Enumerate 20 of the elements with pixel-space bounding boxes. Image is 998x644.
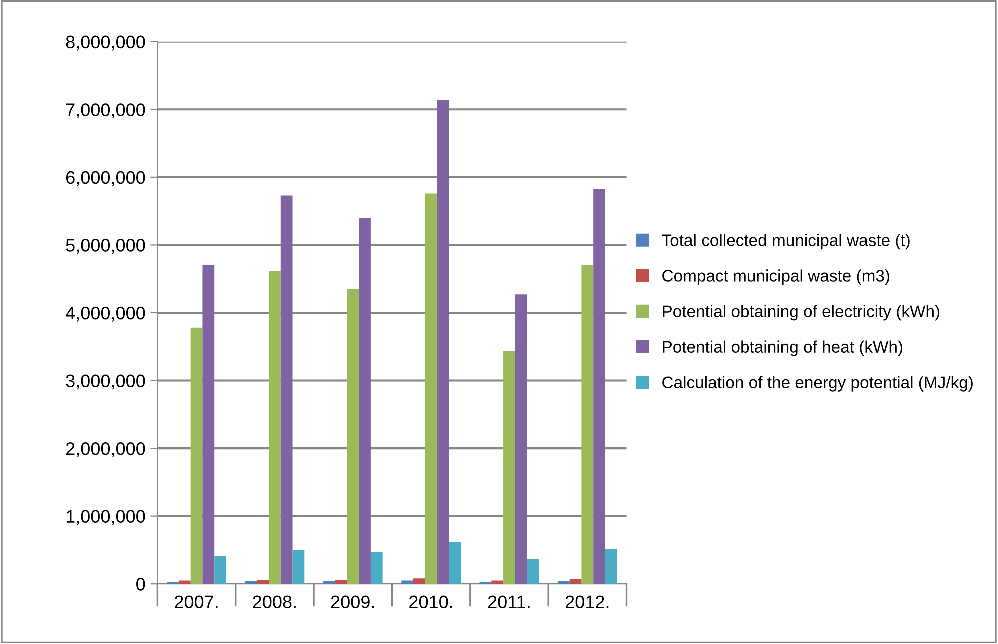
y-tick-label: 6,000,000 bbox=[66, 171, 146, 186]
legend-label: Potential obtaining of electricity (kWh) bbox=[663, 305, 940, 321]
legend-label: Total collected municipal waste (t) bbox=[662, 234, 910, 250]
x-tick-label: 2010. bbox=[410, 596, 452, 608]
legend-label: Potential obtaining of heat (kWh) bbox=[663, 340, 903, 356]
y-tick-label: 3,000,000 bbox=[66, 374, 146, 390]
y-tick-label: 2,000,000 bbox=[66, 442, 146, 458]
x-tick-label: 2008. bbox=[253, 596, 296, 608]
y-tick-label: 7,000,000 bbox=[66, 104, 146, 118]
x-tick-label: 2012. bbox=[566, 596, 609, 608]
y-tick-label: 4,000,000 bbox=[66, 306, 146, 322]
y-tick-label: 0 bbox=[136, 578, 146, 591]
legend-label: Compact municipal waste (m3) bbox=[662, 270, 890, 286]
y-tick-label: 1,000,000 bbox=[66, 510, 146, 526]
legend-label: Calculation of the energy potential (MJ/kg) bbox=[662, 376, 973, 392]
x-tick-label: 2011. bbox=[488, 596, 530, 608]
y-tick-label: 8,000,000 bbox=[66, 36, 146, 51]
y-tick-label: 5,000,000 bbox=[66, 239, 146, 254]
x-tick-label: 2007. bbox=[175, 596, 218, 608]
x-tick-label: 2009. bbox=[331, 596, 374, 608]
